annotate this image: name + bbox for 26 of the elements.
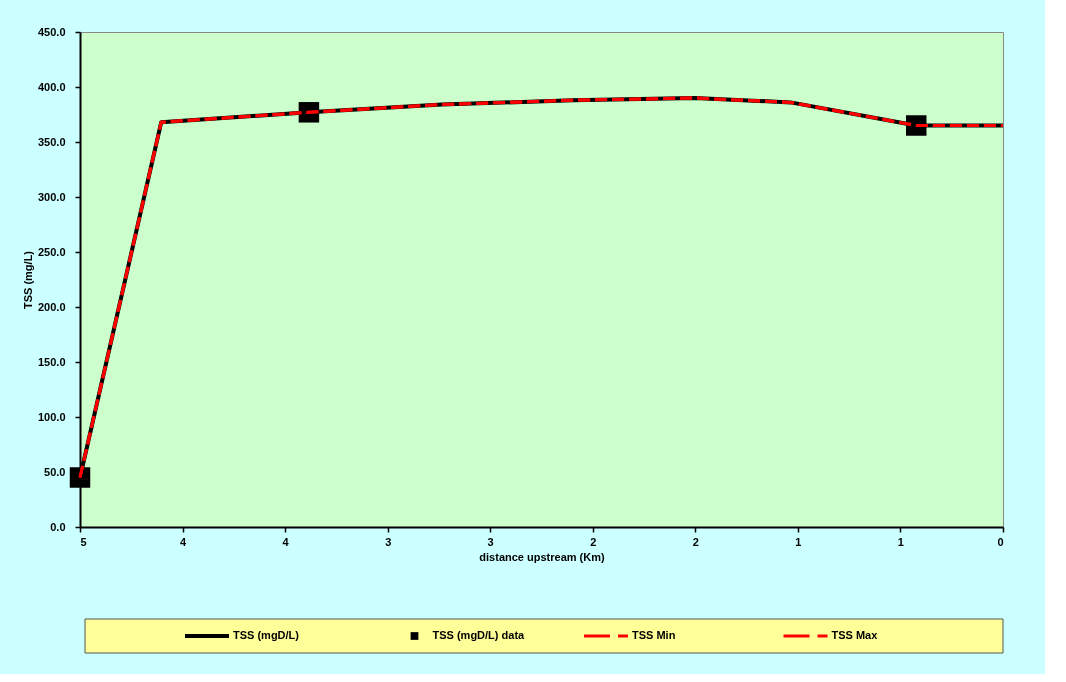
x-tick-label: 3 [487, 535, 494, 548]
x-tick-label: 5 [80, 535, 87, 548]
y-tick-label: 200.0 [37, 300, 66, 313]
x-tick-label: 4 [180, 535, 188, 548]
y-tick-label: 0.0 [50, 520, 66, 533]
legend-label: TSS Max [831, 629, 879, 641]
legend-label: TSS Min [632, 629, 676, 641]
x-tick-label: 1 [795, 535, 802, 548]
x-tick-label: 0 [997, 535, 1004, 548]
y-tick-label: 250.0 [37, 245, 66, 258]
y-axis-title: TSS (mg/L) [21, 250, 34, 310]
legend-label: TSS (mgD/L) data [432, 629, 526, 641]
x-tick-label: 2 [692, 535, 699, 548]
x-tick-label: 4 [282, 535, 290, 548]
x-tick-label: 3 [385, 535, 392, 548]
y-tick-label: 300.0 [37, 190, 66, 203]
y-tick-label: 100.0 [37, 410, 66, 423]
x-axis-title: distance upstream (Km) [479, 550, 605, 563]
y-tick-label: 450.0 [37, 25, 66, 38]
y-tick-label: 350.0 [37, 135, 66, 148]
x-tick-label: 2 [590, 535, 597, 548]
y-tick-label: 150.0 [37, 355, 66, 368]
y-tick-label: 400.0 [37, 80, 66, 93]
y-tick-label: 50.0 [44, 465, 66, 478]
legend-label: TSS (mgD/L) [233, 629, 300, 641]
x-tick-label: 1 [897, 535, 904, 548]
